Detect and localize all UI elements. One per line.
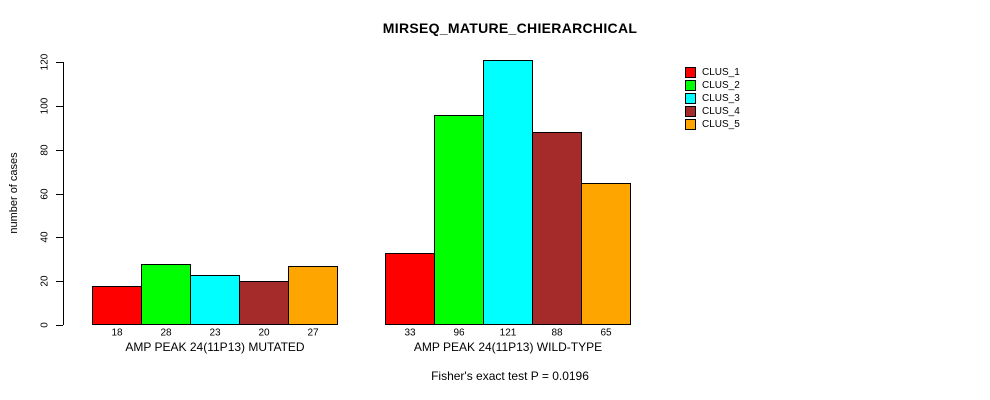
legend-label: CLUS_3: [702, 93, 740, 104]
bar-value-label: 28: [160, 327, 172, 339]
legend-label: CLUS_1: [702, 67, 740, 78]
legend-swatch-icon: [685, 67, 696, 78]
y-tick-mark: [56, 281, 63, 283]
group-label-1: AMP PEAK 24(11P13) MUTATED: [125, 340, 305, 354]
y-tick-label: 0: [39, 322, 51, 328]
bar-value-label: 18: [111, 327, 123, 339]
y-tick-label: 120: [39, 53, 51, 71]
legend-label: CLUS_2: [702, 80, 740, 91]
bar-value-label: 33: [404, 327, 416, 339]
legend-item-clus_5: CLUS_5: [685, 119, 740, 130]
y-tick-mark: [56, 193, 63, 195]
legend-swatch-icon: [685, 106, 696, 117]
y-tick-mark: [56, 325, 63, 326]
legend-item-clus_3: CLUS_3: [685, 93, 740, 104]
bar-clus_5-group2: [581, 183, 631, 325]
y-tick-label: 60: [39, 187, 51, 200]
bar-value-label: 27: [307, 327, 319, 339]
legend-item-clus_4: CLUS_4: [685, 106, 740, 117]
bar-value-label: 121: [499, 327, 517, 339]
bar-clus_4-group2: [532, 132, 582, 325]
bar-clus_1-group1: [92, 286, 142, 325]
y-tick-label: 100: [39, 97, 51, 115]
legend-label: CLUS_4: [702, 106, 740, 117]
legend-label: CLUS_5: [702, 119, 740, 130]
legend-swatch-icon: [685, 80, 696, 91]
bar-clus_3-group2: [483, 60, 533, 325]
y-tick-mark: [56, 237, 63, 239]
y-tick-mark: [56, 149, 63, 151]
bar-clus_1-group2: [385, 253, 435, 325]
bar-clus_5-group1: [288, 266, 338, 325]
group-label-2: AMP PEAK 24(11P13) WILD-TYPE: [413, 340, 603, 354]
legend-swatch-icon: [685, 119, 696, 130]
bar-value-label: 88: [551, 327, 563, 339]
bar-value-label: 65: [600, 327, 612, 339]
y-axis-line: [63, 62, 64, 325]
bar-value-label: 23: [209, 327, 221, 339]
legend-item-clus_1: CLUS_1: [685, 67, 740, 78]
y-tick-mark: [56, 62, 63, 63]
legend-item-clus_2: CLUS_2: [685, 80, 740, 91]
bar-value-label: 96: [453, 327, 465, 339]
y-tick-label: 80: [39, 144, 51, 156]
y-tick-label: 20: [39, 275, 51, 287]
bar-clus_3-group1: [190, 275, 240, 325]
bar-clus_4-group1: [239, 281, 289, 325]
y-tick-mark: [56, 105, 63, 107]
y-tick-label: 40: [39, 231, 51, 243]
y-axis-label: number of cases: [8, 152, 20, 234]
bar-clus_2-group1: [141, 264, 191, 325]
annotation-text: Fisher's exact test P = 0.0196: [431, 369, 589, 383]
chart-title: MIRSEQ_MATURE_CHIERARCHICAL: [382, 20, 638, 36]
bar-clus_2-group2: [434, 115, 484, 325]
legend-swatch-icon: [685, 93, 696, 104]
legend: CLUS_1 CLUS_2 CLUS_3 CLUS_4 CLUS_5: [685, 67, 740, 132]
bar-value-label: 20: [258, 327, 270, 339]
